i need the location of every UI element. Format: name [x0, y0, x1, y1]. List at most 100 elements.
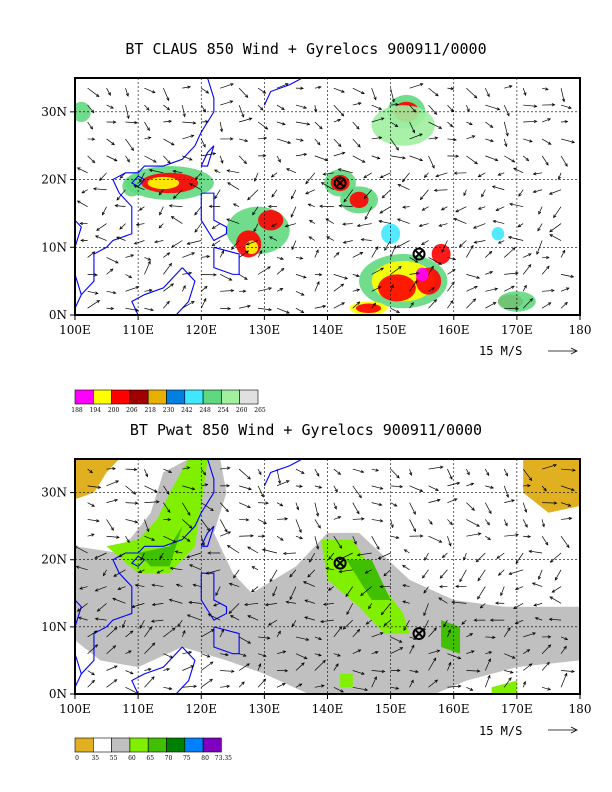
colorbar-swatch — [202, 389, 222, 405]
wind-arrow — [466, 285, 478, 292]
wind-arrow — [138, 206, 145, 211]
lat-tick-label: 0N — [49, 687, 67, 701]
wind-arrow — [523, 484, 531, 488]
wind-arrow — [163, 283, 174, 292]
wind-arrow — [485, 502, 492, 515]
wind-arrow — [541, 485, 547, 492]
wind-arrow — [522, 155, 530, 162]
wind-arrow — [466, 87, 478, 99]
cloud-region — [371, 105, 435, 146]
wind-arrow — [542, 635, 552, 639]
wind-arrow — [314, 636, 323, 641]
panel1-wind-scale-label: 15 M/S — [479, 344, 523, 358]
wind-arrow — [523, 138, 533, 143]
wind-arrow — [538, 206, 543, 215]
wind-arrow — [119, 172, 126, 179]
wind-arrow — [163, 517, 172, 522]
lat-tick-label: 10N — [41, 240, 67, 254]
wind-arrow — [371, 286, 382, 292]
wind-arrow — [238, 104, 245, 118]
wind-arrow — [271, 189, 278, 198]
wind-arrow — [87, 273, 98, 277]
wind-arrow — [257, 249, 263, 258]
lon-tick-label: 120E — [185, 702, 217, 716]
wind-arrow — [276, 480, 290, 487]
wind-arrow — [220, 684, 231, 689]
wind-arrow — [560, 672, 568, 688]
wind-arrow — [158, 189, 164, 196]
wind-arrow — [333, 663, 339, 671]
wind-arrow — [492, 219, 505, 224]
coastline — [327, 78, 329, 79]
field-layer — [75, 459, 580, 694]
wind-arrow — [257, 519, 267, 524]
wind-arrow — [561, 669, 575, 674]
wind-arrow — [537, 223, 543, 232]
wind-arrow — [549, 596, 562, 604]
colorbar-label: 0 — [75, 755, 79, 762]
wind-arrow — [200, 297, 207, 309]
wind-arrow — [371, 502, 383, 507]
wind-arrow — [276, 104, 285, 110]
wind-arrow — [390, 88, 395, 103]
wind-arrow — [220, 669, 235, 673]
wind-arrow — [419, 189, 429, 201]
wind-arrow — [463, 189, 467, 197]
wind-arrow — [541, 661, 550, 671]
wind-arrow — [397, 184, 410, 191]
wind-arrow — [322, 172, 334, 176]
colorbar-label: 218 — [144, 407, 156, 414]
wind-arrow — [106, 535, 120, 539]
wind-arrow — [523, 534, 532, 539]
wind-arrow — [423, 586, 429, 594]
wind-arrow — [532, 172, 543, 176]
wind-arrow — [447, 519, 453, 526]
wind-arrow — [435, 172, 448, 178]
gyre-location-marker — [333, 556, 347, 570]
wind-arrow — [461, 619, 467, 625]
wind-arrow — [201, 629, 215, 638]
wind-arrow — [125, 286, 140, 292]
wind-arrow — [194, 223, 202, 233]
wind-arrow — [423, 603, 429, 617]
wind-arrow — [352, 138, 361, 148]
wind-arrow — [409, 502, 416, 515]
wind-arrow — [515, 552, 524, 565]
wind-arrow — [138, 569, 145, 573]
wind-arrow — [453, 171, 467, 175]
wind-arrow — [182, 285, 186, 292]
wind-arrow — [513, 603, 524, 609]
wind-arrow — [458, 240, 467, 248]
wind-arrow — [472, 223, 486, 229]
wind-arrow — [125, 630, 134, 638]
wind-arrow — [76, 603, 88, 612]
wind-arrow — [333, 502, 337, 510]
wind-arrow — [466, 650, 475, 655]
wind-arrow — [466, 502, 475, 511]
wind-arrow — [125, 519, 139, 524]
wind-arrow — [201, 254, 211, 259]
wind-arrow — [338, 204, 353, 208]
wind-arrow — [133, 184, 145, 191]
cloud-region — [75, 101, 91, 123]
wind-arrow — [485, 138, 494, 143]
wind-arrow — [144, 307, 154, 312]
wind-arrow — [352, 502, 360, 515]
wind-arrow — [116, 189, 126, 201]
wind-arrow — [485, 250, 493, 258]
wind-arrow — [245, 240, 259, 246]
wind-arrow — [295, 104, 307, 109]
wind-arrow — [381, 189, 391, 199]
wind-arrow — [201, 120, 209, 124]
wind-arrow — [352, 155, 366, 163]
wind-arrow — [459, 569, 467, 583]
wind-arrow — [428, 465, 444, 470]
wind-arrow — [244, 602, 259, 607]
wind-arrow — [276, 669, 289, 673]
wind-arrow — [428, 136, 439, 140]
wind-arrow — [542, 501, 558, 505]
wind-arrow — [214, 169, 221, 174]
wind-arrow — [295, 535, 304, 540]
colorbar-swatch — [93, 389, 112, 405]
colorbar-swatch — [147, 737, 167, 753]
